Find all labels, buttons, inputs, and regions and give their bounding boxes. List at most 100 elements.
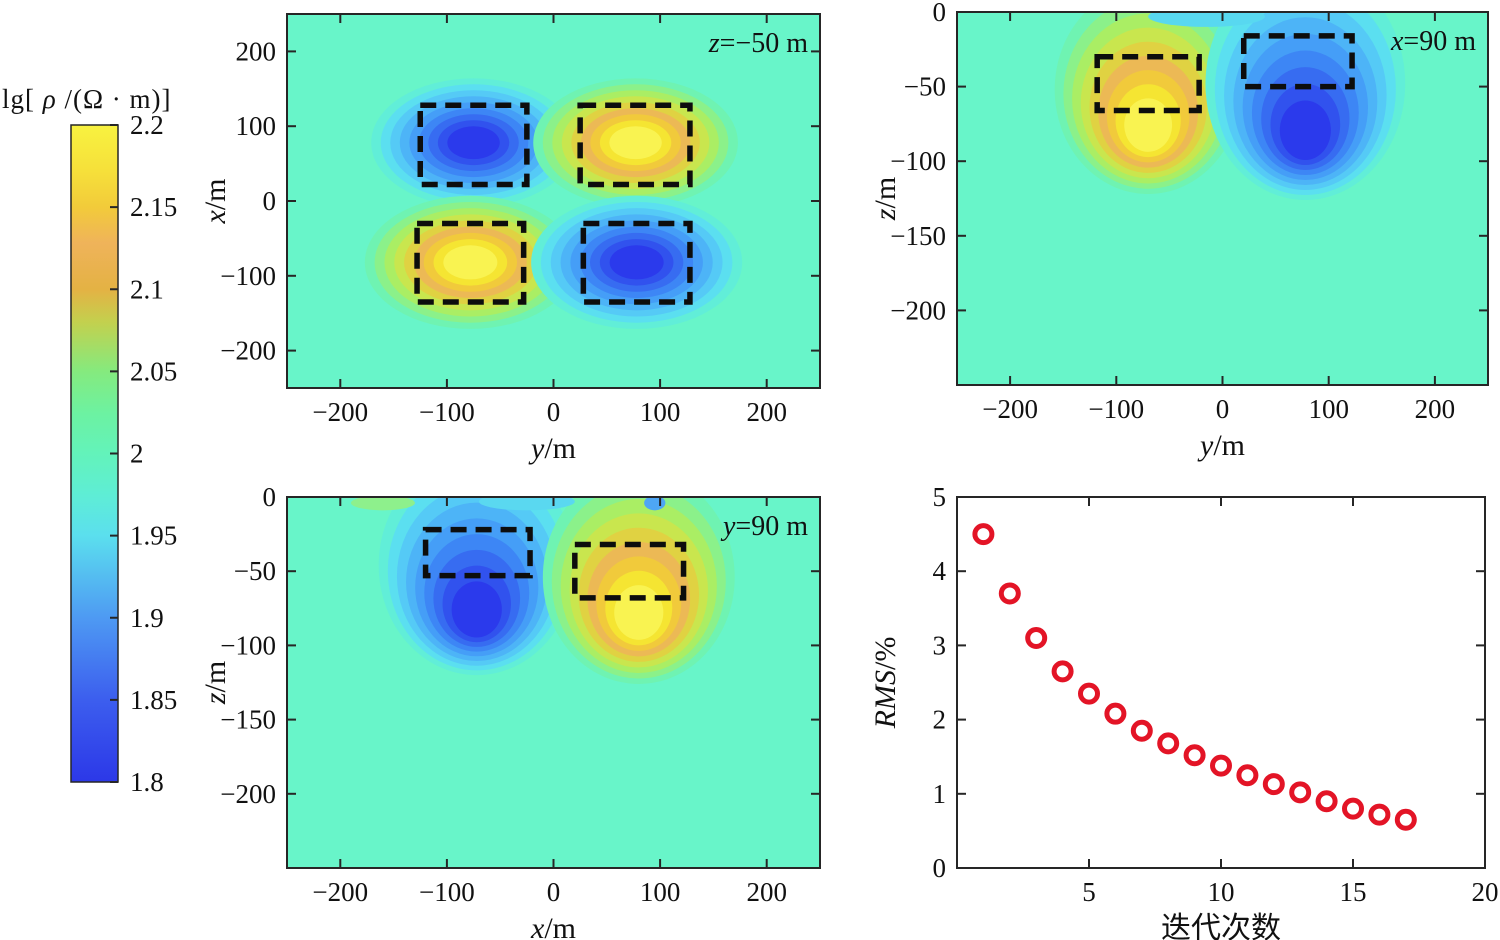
x-tick-label: 10 <box>1208 877 1235 907</box>
contour-plot-z-slice: −200 −100 0 100 200 200 100 0 −100 −200 y/m x/m z=−5… <box>199 13 821 465</box>
colorbar-tick-label: 2.05 <box>130 356 177 386</box>
x-tick-label: 200 <box>746 877 787 907</box>
colorbar-label: lg[ ρ /(Ω · m)] <box>2 84 172 114</box>
colorbar: 2.2 2.15 2.1 2.05 2 1.95 1.9 1.85 1.8 <box>70 110 177 797</box>
x-axis-label: x/m <box>530 912 576 940</box>
data-point <box>1289 781 1312 804</box>
true-model-rect <box>414 220 527 305</box>
y-tick-label: −50 <box>234 556 276 586</box>
y-tick-label: 0 <box>933 853 947 883</box>
panel-title: z=−50 m <box>708 28 808 59</box>
y-tick-label: −200 <box>220 779 276 809</box>
data-point <box>998 582 1021 605</box>
plot-frame <box>956 11 1489 386</box>
contour-plot-y-slice: −200 −100 0 100 200 0 −50 −100 −150 −200 x/m z/m y=9… <box>199 482 821 940</box>
y-tick-label: 5 <box>933 482 947 512</box>
data-point <box>1051 660 1074 683</box>
x-axis-label: y/m <box>528 432 576 465</box>
x-tick-label: 20 <box>1472 877 1499 907</box>
data-point <box>1236 764 1259 787</box>
data-point <box>1368 803 1391 826</box>
contour-field <box>287 14 820 388</box>
y-tick-label: −100 <box>220 630 276 660</box>
x-tick-label: 100 <box>1308 394 1349 424</box>
x-tick-label: −100 <box>419 877 475 907</box>
data-point <box>1394 808 1417 831</box>
true-model-rect <box>572 541 687 601</box>
y-tick-label: 2 <box>933 705 947 735</box>
colorbar-tick-label: 1.95 <box>130 521 177 551</box>
data-point <box>1104 702 1127 725</box>
colorbar-tick-label: 1.9 <box>130 603 164 633</box>
panel-title: x=90 m <box>1390 26 1476 57</box>
data-point <box>1315 790 1338 813</box>
contour-plot-x-slice: −200 −100 0 100 200 0 −50 −100 −150 −200 y/m z/m x=9… <box>869 0 1489 462</box>
x-tick-label: 200 <box>1415 394 1456 424</box>
y-tick-label: 200 <box>236 36 277 66</box>
x-tick-label: −100 <box>1088 394 1144 424</box>
data-point <box>1183 744 1206 767</box>
y-tick-label: −150 <box>890 221 946 251</box>
y-tick-label: 0 <box>263 482 277 512</box>
scatter-plot-rms: 5 10 15 20 0 1 2 3 4 5 迭代次数 RMS/% <box>869 482 1499 940</box>
y-tick-label: −200 <box>220 336 276 366</box>
colorbar-tick-label: 2.1 <box>130 274 164 304</box>
colorbar-tick-label: 2.2 <box>130 110 164 140</box>
x-tick-label: 15 <box>1340 877 1367 907</box>
y-tick-label: −150 <box>220 705 276 735</box>
data-point <box>1210 754 1232 777</box>
colorbar-tick-label: 2 <box>130 439 144 469</box>
x-tick-label: −100 <box>419 397 475 427</box>
true-model-rect <box>422 526 533 579</box>
data-point <box>1025 626 1048 649</box>
colorbar-gradient: 2.2 2.15 2.1 2.05 2 1.95 1.9 1.85 1.8 <box>70 110 177 797</box>
plot-frame <box>286 496 821 869</box>
y-tick-label: 100 <box>236 111 277 141</box>
scatter-plot-rms-svg: 5 10 15 20 0 1 2 3 4 5 迭代次数 RMS/% <box>869 482 1499 940</box>
y-tick-label: 0 <box>263 186 277 216</box>
contour-field <box>957 12 1488 385</box>
true-model-rect <box>1240 33 1355 90</box>
plot-frame <box>286 13 821 389</box>
contour-plot-y-slice-svg: −200 −100 0 100 200 0 −50 −100 −150 −200 x/m z/m y=9… <box>199 482 821 940</box>
x-axis-label: 迭代次数 <box>1161 912 1281 940</box>
colorbar-tick-label: 1.85 <box>130 685 177 715</box>
data-point <box>1130 719 1153 742</box>
x-tick-label: 100 <box>640 877 681 907</box>
x-tick-label: 100 <box>640 397 681 427</box>
x-tick-label: 0 <box>547 397 561 427</box>
y-axis-label: z/m <box>199 661 232 705</box>
data-point <box>1157 732 1180 755</box>
y-tick-label: −50 <box>904 72 946 102</box>
true-model-rect <box>580 220 693 305</box>
contour-field <box>287 497 820 868</box>
colorbar-tick-label: 1.8 <box>130 767 164 797</box>
y-tick-label: 3 <box>933 630 947 660</box>
x-tick-label: 5 <box>1082 877 1096 907</box>
true-model-rect <box>417 102 530 188</box>
colorbar-tick-label: 2.15 <box>130 192 177 222</box>
y-tick-label: 4 <box>933 556 947 586</box>
contour-plot-z-slice-svg: −200 −100 0 100 200 200 100 0 −100 −200 y/m x/m z=−5… <box>199 13 821 465</box>
x-tick-label: −200 <box>312 397 368 427</box>
data-point <box>972 523 995 546</box>
y-tick-label: −100 <box>220 261 276 291</box>
plot-frame <box>956 496 1486 869</box>
x-tick-label: 0 <box>547 877 561 907</box>
true-model-rect <box>1094 54 1202 114</box>
true-model-rect <box>577 102 693 188</box>
x-tick-label: 0 <box>1216 394 1230 424</box>
x-tick-label: −200 <box>982 394 1038 424</box>
x-tick-label: −200 <box>312 877 368 907</box>
x-tick-label: 200 <box>746 397 787 427</box>
y-axis-label: z/m <box>869 177 902 221</box>
data-point <box>1262 773 1285 796</box>
data-point <box>1078 682 1100 705</box>
y-axis-label: x/m <box>199 179 232 225</box>
y-axis-label: RMS/% <box>869 637 902 730</box>
panel-title: y=90 m <box>720 511 808 542</box>
y-tick-label: −200 <box>890 295 946 325</box>
y-tick-label: 1 <box>933 779 947 809</box>
data-point <box>1342 797 1364 820</box>
